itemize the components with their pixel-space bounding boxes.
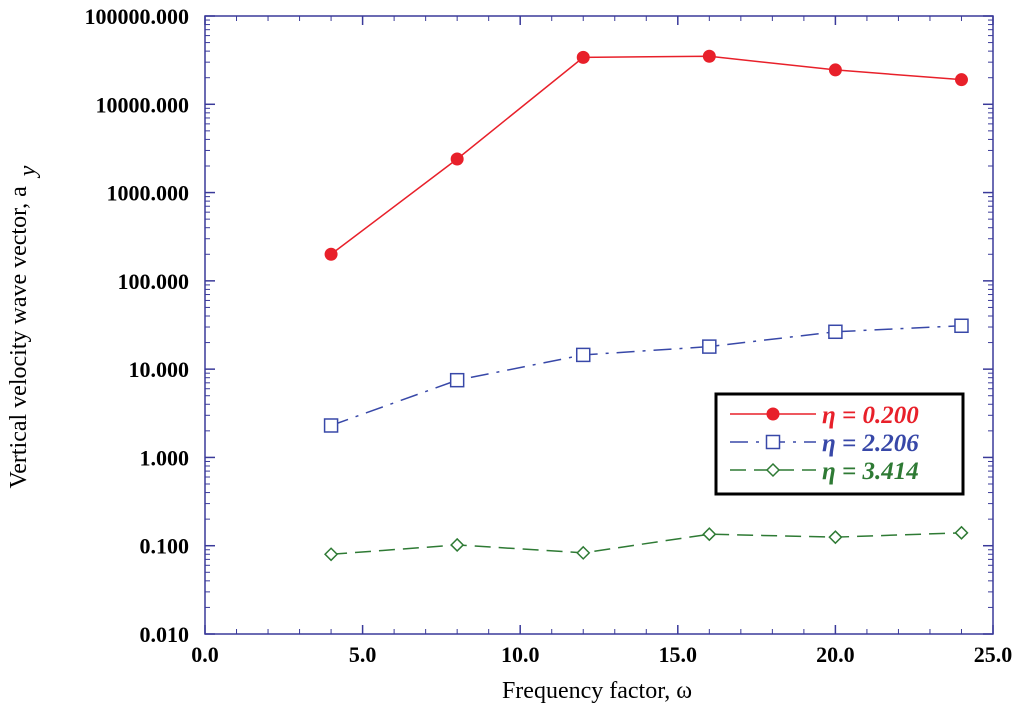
series-line — [330, 325, 962, 427]
y-tick-label: 1.000 — [140, 445, 190, 470]
x-tick-label: 0.0 — [191, 642, 219, 667]
y-tick-label: 0.100 — [140, 534, 190, 559]
series — [323, 318, 969, 433]
data-point — [702, 339, 717, 354]
x-tick-label: 20.0 — [816, 642, 855, 667]
legend-entry: η = 0.200 — [730, 402, 919, 429]
series-line — [331, 532, 962, 556]
data-point — [449, 372, 465, 388]
x-tick-label: 10.0 — [501, 642, 540, 667]
legend-label: η = 3.414 — [822, 458, 919, 485]
legend-label: η = 2.206 — [822, 430, 919, 457]
data-point — [576, 545, 591, 560]
data-point — [575, 347, 591, 363]
data-point — [765, 434, 781, 450]
data-point — [576, 50, 590, 64]
data-point — [702, 527, 717, 542]
y-tick-label: 100000.000 — [85, 4, 190, 29]
x-tick-label: 5.0 — [349, 642, 377, 667]
data-point — [954, 318, 969, 334]
data-point — [324, 547, 339, 562]
data-point — [954, 73, 968, 87]
data-point — [828, 63, 842, 77]
x-tick-label: 15.0 — [659, 642, 698, 667]
legend-entry: η = 3.414 — [730, 458, 919, 485]
series-line — [330, 55, 962, 255]
legend-entry: η = 2.206 — [730, 430, 919, 457]
svg-text:Vertical velocity wave vector,: Vertical velocity wave vector, a y — [6, 165, 41, 488]
y-tick-label: 1000.000 — [107, 181, 190, 206]
data-point — [702, 49, 716, 63]
series-layer — [323, 49, 969, 562]
y-tick-label: 10.000 — [129, 357, 190, 382]
y-tick-label: 10000.000 — [96, 92, 190, 117]
data-point — [450, 537, 465, 553]
plot-frame — [204, 15, 994, 635]
data-point — [954, 525, 969, 540]
y-axis: 0.010 0.100 1.000 10.000 100.000 1000.000 1000… — [85, 4, 993, 647]
x-tick-label: 25.0 — [974, 642, 1013, 667]
series — [324, 49, 968, 261]
data-point — [766, 407, 780, 421]
y-tick-label: 0.010 — [140, 622, 190, 647]
legend-box — [714, 392, 965, 496]
data-point — [828, 530, 843, 545]
y-tick-label: 100.000 — [118, 269, 190, 294]
x-axis-title: Frequency factor, ω — [502, 678, 692, 704]
y-axis-title-subscript: y — [15, 165, 41, 178]
data-point — [828, 324, 843, 340]
y-axis-title-main: Vertical velocity wave vector, a — [6, 186, 32, 489]
legend-label: η = 0.200 — [822, 402, 919, 429]
plot-area — [204, 15, 994, 635]
y-axis-title: Vertical velocity wave vector, a y — [6, 165, 41, 488]
data-point — [450, 152, 464, 166]
x-axis: 0.0 5.0 10.0 15.0 20.0 25.0 — [191, 16, 1012, 667]
data-point — [323, 418, 339, 433]
series — [324, 525, 969, 562]
data-point — [324, 247, 338, 261]
data-point — [765, 462, 781, 478]
